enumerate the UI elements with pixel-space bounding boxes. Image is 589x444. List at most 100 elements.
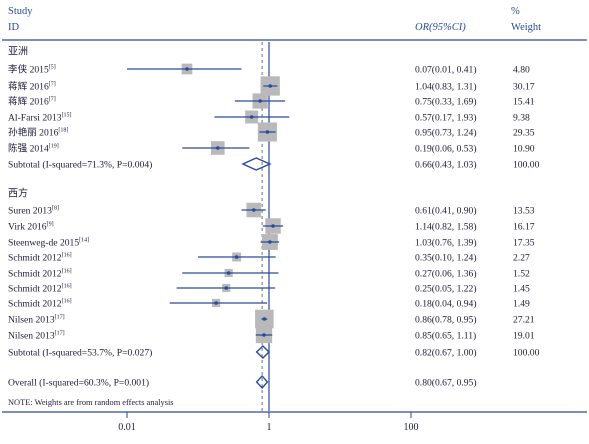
point-estimate: [271, 224, 275, 228]
study-ref: [9]: [47, 222, 54, 228]
study-label: 李侠 2015[5]: [8, 64, 56, 76]
study-ref: [8]: [52, 206, 59, 212]
weight-value: 19.01: [513, 331, 535, 342]
point-estimate: [215, 146, 220, 150]
weight-value: 27.21: [513, 315, 535, 326]
weight-value: 2.27: [513, 253, 530, 264]
weight-value: 1.52: [513, 269, 530, 280]
or-ci-value: 0.27(0.06, 1.36): [415, 269, 477, 280]
or-ci-value: 0.19(0.06, 0.53): [415, 144, 477, 155]
study-name: Schmidt 2012: [8, 253, 62, 264]
study-label: Suren 2013[8]: [8, 206, 59, 217]
weight-value: 29.35: [513, 128, 535, 139]
or-ci-value: 0.61(0.41, 0.90): [415, 206, 477, 217]
study-name: Suren 2013: [8, 206, 52, 217]
point-estimate: [226, 271, 231, 275]
point-estimate: [251, 208, 256, 212]
subtotal-diamond: [255, 345, 270, 359]
subtotal-diamond: [241, 157, 272, 171]
x-tick-label: 0.01: [118, 422, 136, 433]
study-label: 蒋辉 2016[7]: [8, 81, 56, 93]
point-estimate: [262, 317, 267, 321]
study-label: Schmidt 2012[16]: [8, 253, 72, 264]
study-name: 蒋辉 2016: [8, 81, 49, 93]
study-ref: [5]: [49, 65, 56, 71]
weight-value: 4.80: [513, 65, 530, 76]
point-estimate: [265, 130, 270, 134]
study-ref: [19]: [49, 144, 59, 150]
group-heading: 西方: [8, 187, 28, 200]
weight-value: 30.17: [513, 82, 535, 93]
point-estimate: [268, 240, 272, 244]
subtotal-label: Subtotal (I-squared=71.3%, P=0.004): [8, 160, 152, 171]
study-name: 孙艳丽 2016: [8, 127, 59, 139]
study-ref: [14]: [79, 238, 89, 244]
study-name: Schmidt 2012: [8, 284, 62, 295]
subtotal-label: Subtotal (I-squared=53.7%, P=0.027): [8, 348, 152, 359]
or-ci-value: 0.86(0.78, 0.95): [415, 315, 477, 326]
or-ci-value: 1.14(0.82, 1.58): [415, 222, 477, 233]
point-estimate: [258, 99, 262, 103]
study-name: Nilsen 2013: [8, 331, 55, 342]
subtotal-or-ci: 0.66(0.43, 1.03): [415, 160, 477, 171]
x-tick-label: 1: [267, 422, 272, 433]
subtotal-or-ci: 0.82(0.67, 1.00): [415, 348, 477, 359]
header-study: Study: [8, 6, 33, 17]
study-name: Schmidt 2012: [8, 299, 62, 310]
point-estimate: [214, 301, 218, 305]
group-heading: 亚洲: [8, 46, 28, 58]
study-label: Virk 2016[9]: [8, 222, 54, 233]
study-name: 陈强 2014: [8, 143, 49, 155]
point-estimate: [268, 84, 273, 88]
study-ref: [18]: [58, 128, 68, 134]
or-ci-value: 0.25(0.05, 1.22): [415, 284, 477, 295]
study-name: Al-Farsi 2013: [8, 113, 62, 124]
weights-note: NOTE: Weights are from random effects an…: [8, 398, 174, 407]
weight-value: 13.53: [513, 206, 535, 217]
overall-label: Overall (I-squared=60.3%, P=0.001): [8, 378, 149, 389]
or-ci-value: 1.04(0.83, 1.31): [415, 82, 477, 93]
study-ref: [16]: [62, 299, 72, 305]
study-ref: [15]: [62, 113, 72, 119]
study-name: Steenweg-de 2015: [8, 238, 79, 249]
or-ci-value: 0.18(0.04, 0.94): [415, 299, 477, 310]
study-label: Al-Farsi 2013[15]: [8, 113, 72, 124]
point-estimate: [262, 333, 266, 337]
study-name: Schmidt 2012: [8, 269, 62, 280]
weight-value: 15.41: [513, 97, 535, 108]
overall-diamond: [255, 374, 269, 390]
or-ci-value: 0.85(0.65, 1.11): [415, 331, 476, 342]
study-label: Schmidt 2012[16]: [8, 299, 72, 310]
overall-or-ci: 0.80(0.67, 0.95): [415, 378, 477, 389]
study-ref: [17]: [55, 315, 65, 321]
or-ci-value: 0.35(0.10, 1.24): [415, 253, 477, 264]
study-ref: [16]: [62, 284, 72, 290]
header-pct: %: [511, 6, 520, 17]
study-name: Nilsen 2013: [8, 315, 55, 326]
study-ref: [17]: [55, 331, 65, 337]
study-label: Nilsen 2013[17]: [8, 315, 65, 326]
study-ref: [7]: [49, 97, 56, 103]
weight-value: 10.90: [513, 144, 535, 155]
header-id: ID: [8, 22, 19, 33]
study-label: Steenweg-de 2015[14]: [8, 238, 89, 249]
study-ref: [16]: [62, 269, 72, 275]
weight-value: 1.45: [513, 284, 530, 295]
study-label: Schmidt 2012[16]: [8, 284, 72, 295]
or-ci-value: 1.03(0.76, 1.39): [415, 238, 477, 249]
weight-value: 16.17: [513, 222, 535, 233]
weight-value: 9.38: [513, 113, 530, 124]
study-name: 李侠 2015: [8, 64, 49, 76]
subtotal-weight: 100.00: [513, 160, 540, 171]
study-label: 陈强 2014[19]: [8, 143, 59, 155]
study-label: 蒋辉 2016[7]: [8, 96, 56, 108]
point-estimate: [224, 286, 229, 290]
x-tick-label: 100: [404, 422, 419, 433]
or-ci-value: 0.07(0.01, 0.41): [415, 65, 477, 76]
or-ci-value: 0.95(0.73, 1.24): [415, 128, 477, 139]
study-label: Schmidt 2012[16]: [8, 269, 72, 280]
or-ci-value: 0.57(0.17, 1.93): [415, 113, 477, 124]
study-label: 孙艳丽 2016[18]: [8, 127, 68, 139]
study-name: Virk 2016: [8, 222, 47, 233]
